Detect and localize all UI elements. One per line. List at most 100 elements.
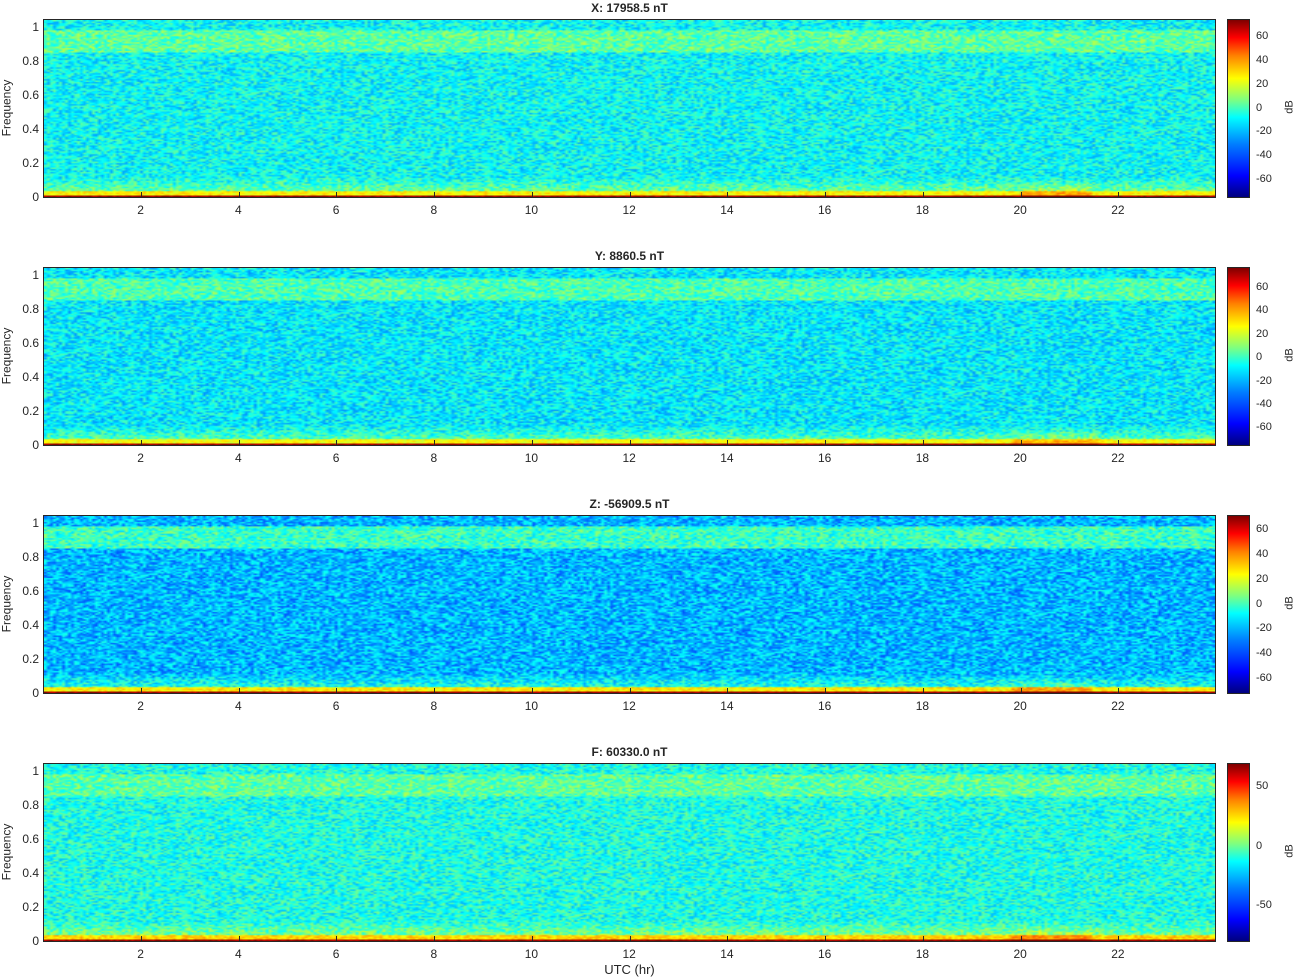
colorbar-tick-label: 60 [1256,281,1269,294]
x-tick-label: 22 [1111,947,1125,961]
colorbar-tick-label: 60 [1256,522,1269,535]
spectrogram-image [44,764,1215,941]
colorbar [1227,267,1250,446]
x-tick-mark [1020,688,1022,694]
x-tick-label: 6 [332,451,340,465]
spectrogram-image [44,516,1215,693]
colorbar-tick-label: 0 [1256,101,1263,114]
y-tick-label: 1 [32,763,39,778]
colorbar-unit-label: dB [1283,347,1296,362]
y-tick-label: 0.4 [22,121,39,136]
chart-title: F: 60330.0 nT [591,745,668,759]
x-tick-mark [531,192,533,198]
x-tick-label: 16 [818,451,832,465]
x-tick-label: 20 [1013,203,1027,217]
x-tick-mark [629,936,631,942]
colorbar-tick-label: -20 [1256,125,1272,138]
y-tick-label: 0.6 [22,87,39,102]
colorbar [1227,19,1250,198]
y-tick-label: 1 [32,19,39,34]
colorbar-tick-label: 40 [1256,304,1269,317]
x-tick-mark [629,192,631,198]
x-tick-label: 18 [915,203,930,217]
y-tick-label: 0.8 [22,53,39,68]
x-tick-label: 18 [915,947,930,961]
x-tick-mark [1020,440,1022,446]
colorbar [1227,515,1250,694]
x-tick-mark [238,440,240,446]
colorbar-tick-label: -20 [1256,374,1272,387]
y-tick-label: 1 [32,267,39,282]
colorbar-tick-label: 20 [1256,572,1269,585]
y-tick-label: 0 [32,190,39,204]
colorbar [1227,763,1250,942]
x-tick-mark [825,688,826,694]
x-tick-label: 14 [720,947,734,961]
x-tick-label: 2 [137,203,144,217]
x-tick-label: 4 [235,699,242,713]
y-tick-label: 0.8 [22,301,39,316]
y-tick-label: 0 [32,934,39,948]
y-tick-label: 0.6 [22,335,39,350]
x-tick-label: 8 [430,451,438,465]
x-tick-mark [1118,192,1120,198]
x-tick-mark [629,440,631,446]
spectrogram-plot [43,763,1216,942]
colorbar-tick-label: -60 [1256,672,1272,685]
x-tick-label: 16 [818,947,832,961]
x-tick-label: 16 [818,203,832,217]
x-tick-mark [140,936,142,942]
x-tick-mark [1020,936,1022,942]
chart-title: X: 17958.5 nT [591,1,668,15]
x-tick-mark [825,440,826,446]
chart-title: Z: -56909.5 nT [589,497,670,511]
x-tick-label: 10 [524,699,539,713]
x-tick-mark [531,688,533,694]
x-tick-mark [727,936,729,942]
colorbar-tick-label: 0 [1256,839,1263,852]
x-tick-mark [336,936,338,942]
x-tick-mark [336,688,338,694]
colorbar-tick-label: -40 [1256,647,1272,660]
x-tick-label: 4 [235,451,242,465]
colorbar-tick-label: -60 [1256,173,1272,186]
x-tick-label: 6 [332,699,340,713]
y-tick-label: 0.2 [22,403,39,418]
colorbar-unit-label: dB [1283,99,1296,114]
x-tick-label: 20 [1013,451,1027,465]
x-tick-mark [434,936,435,942]
x-tick-mark [825,936,826,942]
y-tick-label: 1 [32,515,39,530]
x-tick-mark [1118,936,1120,942]
x-tick-mark [336,440,338,446]
x-tick-mark [140,440,142,446]
spectrogram-image [44,20,1215,197]
x-tick-mark [434,688,435,694]
x-tick-label: 8 [430,947,438,961]
x-tick-label: 2 [137,947,144,961]
x-tick-label: 8 [430,203,438,217]
x-tick-label: 12 [622,699,636,713]
colorbar-tick-label: -40 [1256,398,1272,411]
colorbar-tick-label: -50 [1256,899,1272,912]
x-tick-mark [1118,688,1120,694]
x-tick-label: 14 [720,699,734,713]
colorbar-unit-label: dB [1283,843,1296,858]
colorbar-tick-label: 20 [1256,327,1269,340]
y-tick-label: 0.4 [22,369,39,384]
spectrogram-plot [43,515,1216,694]
y-tick-label: 0.8 [22,797,39,812]
x-tick-label: 22 [1111,451,1125,465]
x-tick-mark [531,440,533,446]
colorbar-tick-label: 0 [1256,597,1263,610]
x-tick-mark [727,688,729,694]
x-tick-mark [336,192,338,198]
x-tick-label: 12 [622,947,636,961]
x-tick-mark [922,192,924,198]
x-tick-label: 20 [1013,699,1027,713]
y-tick-label: 0.4 [22,617,39,632]
x-axis-label: UTC (hr) [604,962,655,977]
y-tick-label: 0.4 [22,865,39,880]
y-axis-label: Frequency [0,79,14,136]
x-tick-mark [434,192,435,198]
